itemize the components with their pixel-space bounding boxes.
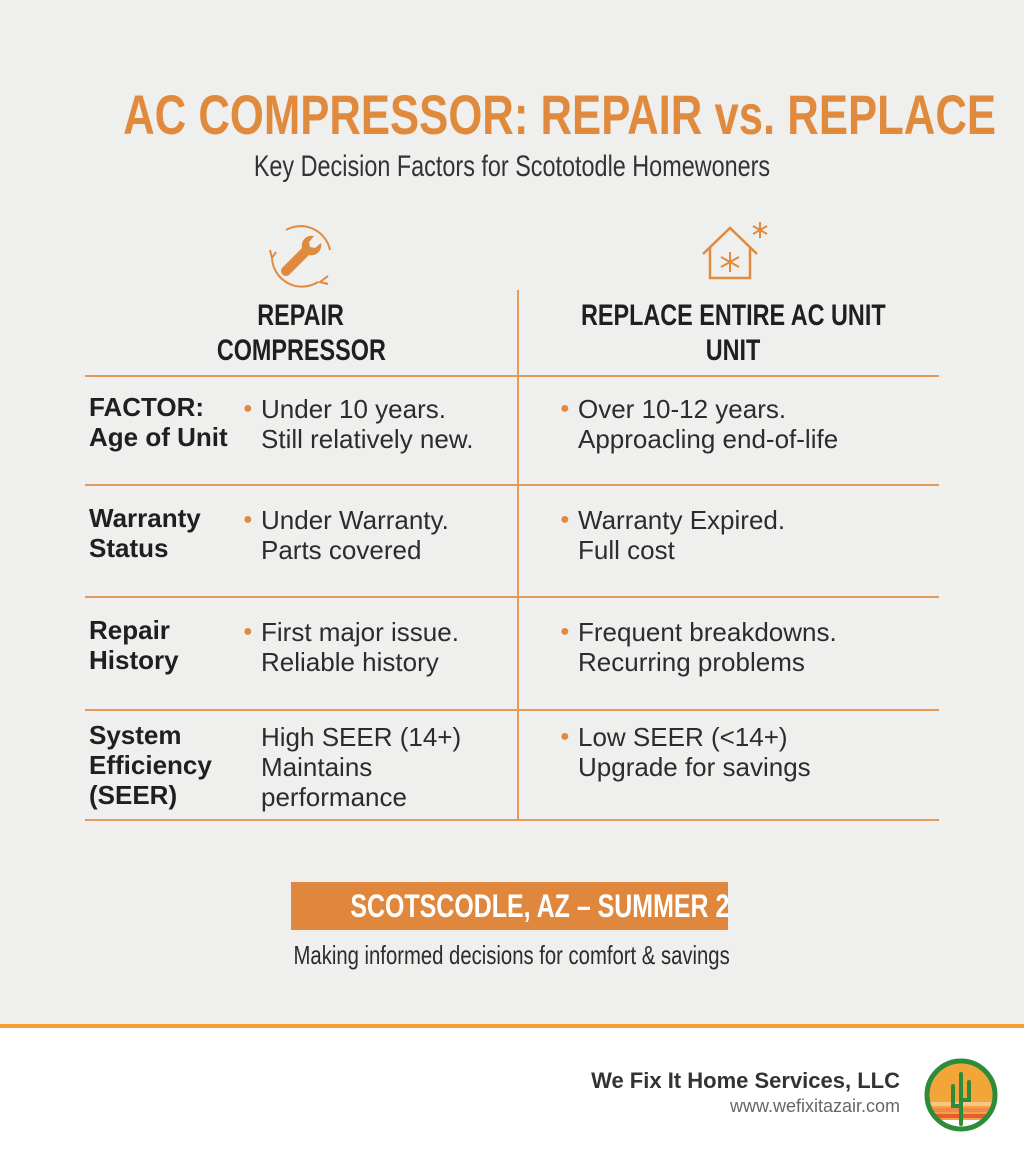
row-divider: [85, 484, 939, 486]
repair-cell: ● First major issue. Reliable history: [243, 617, 459, 677]
column-header-repair: REPAIR COMPRESSOR: [216, 299, 386, 367]
repair-cell: ● Under Warranty. Parts covered: [243, 505, 449, 565]
replace-cell: ● Frequent breakdowns. Recurring problems: [560, 617, 837, 677]
replace-cell: ● Low SEER (<14+) Upgrade for savings: [560, 722, 811, 782]
replace-cell: ● Over 10-12 years. Approacling end-of-lif…: [560, 394, 839, 454]
footer: We Fix It Home Services, LLC www.wefixit…: [0, 1024, 1024, 1158]
bullet-icon: ●: [560, 728, 570, 745]
factor-label: Warranty Status: [89, 503, 201, 563]
row-divider: [85, 709, 939, 711]
column-header-replace: REPLACE ENTIRE AC UNIT UNIT: [580, 299, 886, 367]
bullet-icon: ●: [560, 400, 570, 417]
table-row: Repair History ● First major issue. Reliabl…: [85, 615, 939, 723]
company-name: We Fix It Home Services, LLC: [591, 1068, 900, 1093]
repair-cell: ● Under 10 years. Still relatively new.: [243, 394, 474, 454]
row-divider: [85, 596, 939, 598]
bullet-icon: ●: [243, 511, 253, 528]
caption: Making informed decisions for comfort & …: [293, 940, 731, 970]
table-row: System Efficiency (SEER) High SEER (14+) M…: [85, 720, 939, 828]
factor-label: System Efficiency (SEER): [89, 720, 212, 810]
factor-label: FACTOR: Age of Unit: [89, 392, 228, 452]
table-row: FACTOR: Age of Unit ● Under 10 years. Still…: [85, 392, 939, 500]
repair-cell: High SEER (14+) Maintains performance: [261, 722, 462, 812]
cactus-sunset-logo: [924, 1058, 998, 1132]
page-title: AC COMPRESSOR: REPAIR vs. REPLACE: [123, 83, 997, 146]
page-subtitle: Key Decision Factors for Scototodle Home…: [253, 150, 771, 183]
company-url[interactable]: www.wefixitazair.com: [729, 1096, 900, 1116]
bullet-icon: ●: [243, 400, 253, 417]
factor-label: Repair History: [89, 615, 179, 675]
row-divider: [85, 375, 939, 377]
bullet-icon: ●: [560, 511, 570, 528]
wrench-cycle-icon: [269, 225, 331, 288]
bullet-icon: ●: [243, 623, 253, 640]
house-snowflake-icon: [702, 222, 768, 280]
table-row: Warranty Status ● Under Warranty. Parts cov…: [85, 503, 939, 611]
column-divider: [517, 290, 519, 820]
location-banner: SCOTSCODLE, AZ – SUMMER 2025: [291, 882, 728, 930]
row-divider: [85, 819, 939, 821]
bullet-icon: ●: [560, 623, 570, 640]
replace-cell: ● Warranty Expired. Full cost: [560, 505, 786, 565]
